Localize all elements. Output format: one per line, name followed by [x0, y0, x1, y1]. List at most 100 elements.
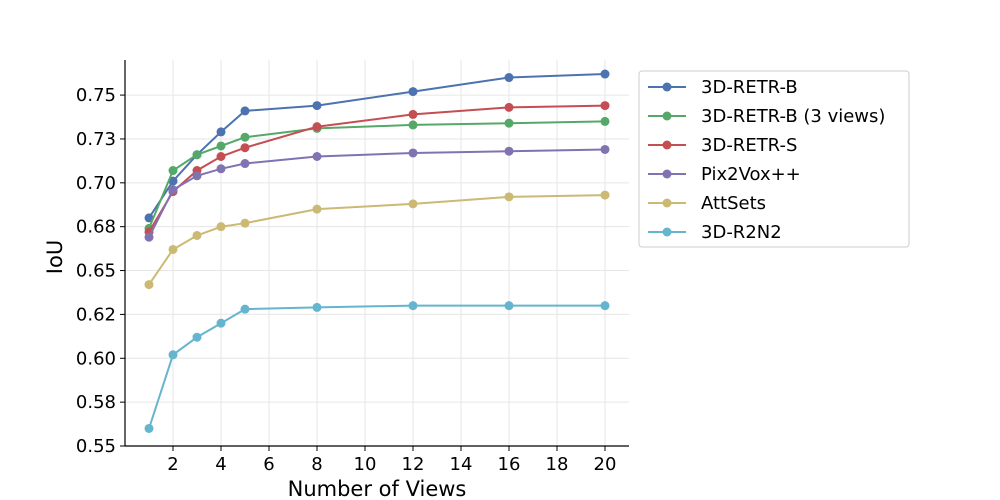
- data-point: [168, 185, 178, 195]
- series: [144, 69, 610, 433]
- legend-entry: Pix2Vox++: [648, 164, 801, 185]
- data-point: [144, 213, 154, 223]
- data-point: [168, 350, 178, 360]
- data-point: [504, 301, 514, 311]
- x-ticks: 2 4 6 8 10 12 14 16 18 20: [167, 446, 616, 475]
- x-tick-label: 18: [546, 454, 569, 475]
- y-tick-label: 0.68: [76, 217, 116, 238]
- legend-frame: [638, 70, 910, 248]
- series-2: [144, 101, 610, 237]
- data-point: [504, 118, 514, 128]
- data-point: [408, 301, 418, 311]
- y-axis-label: IoU: [43, 240, 67, 274]
- legend-label: 3D-R2N2: [701, 222, 782, 243]
- legend-marker: [662, 227, 672, 237]
- legend: 3D-RETR-B 3D-RETR-B (3 views) 3D-RETR-S Pix…: [638, 70, 910, 248]
- data-point: [192, 171, 202, 181]
- data-point: [192, 332, 202, 342]
- data-point: [240, 132, 250, 142]
- legend-marker: [662, 169, 672, 179]
- data-point: [312, 122, 322, 132]
- legend-entry: 3D-RETR-B (3 views): [648, 106, 885, 127]
- legend-entry: 3D-RETR-S: [648, 135, 797, 156]
- series-line: [148, 120, 606, 229]
- legend-marker: [662, 140, 672, 150]
- data-point: [312, 152, 322, 161]
- x-tick-label: 4: [215, 454, 226, 475]
- data-point: [600, 116, 610, 126]
- y-ticks: 0.55 0.58 0.60 0.62 0.65 0.68 0.70 0.73 0.75: [76, 85, 125, 457]
- legend-marker: [662, 111, 672, 121]
- data-point: [192, 150, 202, 160]
- grid: [125, 60, 629, 447]
- x-tick-label: 8: [311, 454, 322, 475]
- data-point: [168, 244, 178, 254]
- data-point: [192, 230, 202, 240]
- data-point: [600, 69, 610, 79]
- legend-label: 3D-RETR-B (3 views): [701, 106, 885, 127]
- data-point: [408, 148, 418, 158]
- data-point: [240, 218, 250, 228]
- data-point: [240, 159, 250, 169]
- legend-entry: 3D-R2N2: [648, 222, 782, 243]
- legend-marker: [662, 82, 672, 92]
- y-tick-label: 0.73: [76, 129, 116, 150]
- data-point: [240, 143, 250, 153]
- data-point: [216, 164, 226, 174]
- y-tick-label: 0.55: [76, 436, 116, 457]
- legend-entry: 3D-RETR-B: [648, 77, 798, 98]
- data-point: [600, 190, 610, 200]
- data-point: [408, 199, 418, 209]
- data-point: [312, 101, 322, 111]
- legend-marker: [662, 198, 672, 208]
- data-point: [504, 73, 514, 83]
- data-point: [168, 176, 178, 186]
- legend-label: 3D-RETR-B: [701, 77, 798, 98]
- data-point: [240, 304, 250, 314]
- data-point: [216, 127, 226, 137]
- axes: [124, 60, 629, 447]
- x-tick-label: 12: [402, 454, 425, 475]
- data-point: [312, 302, 322, 312]
- data-point: [168, 166, 178, 176]
- series-1: [144, 116, 610, 233]
- legend-entry: AttSets: [648, 193, 766, 214]
- data-point: [312, 204, 322, 214]
- data-point: [408, 109, 418, 119]
- x-tick-label: 2: [167, 454, 178, 475]
- data-point: [216, 318, 226, 328]
- data-point: [216, 152, 226, 161]
- y-tick-label: 0.75: [76, 85, 116, 106]
- data-point: [600, 301, 610, 311]
- data-point: [600, 144, 610, 154]
- data-point: [504, 102, 514, 112]
- x-tick-label: 14: [450, 454, 473, 475]
- x-tick-label: 10: [354, 454, 377, 475]
- y-tick-label: 0.60: [76, 348, 116, 369]
- data-point: [144, 280, 154, 290]
- data-point: [240, 106, 250, 116]
- series-line: [148, 194, 606, 286]
- data-point: [144, 232, 154, 242]
- data-point: [504, 192, 514, 202]
- data-point: [408, 87, 418, 97]
- legend-label: 3D-RETR-S: [701, 135, 797, 156]
- x-axis-label: Number of Views: [288, 477, 467, 500]
- legend-label: AttSets: [701, 193, 766, 214]
- x-tick-label: 6: [263, 454, 274, 475]
- data-point: [216, 141, 226, 151]
- series-4: [144, 190, 610, 290]
- x-tick-label: 16: [498, 454, 521, 475]
- data-point: [408, 120, 418, 130]
- data-point: [144, 423, 154, 433]
- series-5: [144, 301, 610, 433]
- y-tick-label: 0.62: [76, 304, 116, 325]
- y-tick-label: 0.65: [76, 261, 116, 282]
- legend-label: Pix2Vox++: [701, 164, 801, 185]
- series-3: [144, 144, 610, 242]
- y-tick-label: 0.58: [76, 392, 116, 413]
- x-tick-label: 20: [594, 454, 617, 475]
- data-point: [504, 146, 514, 156]
- data-point: [600, 101, 610, 111]
